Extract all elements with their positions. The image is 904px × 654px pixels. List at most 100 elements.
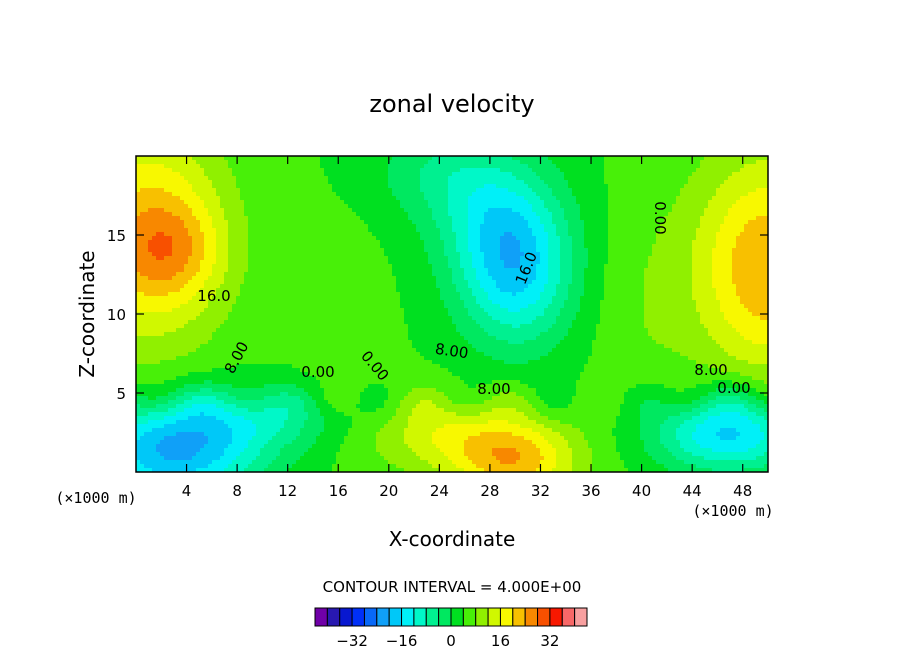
field-cell — [376, 164, 381, 169]
field-cell — [280, 160, 285, 165]
field-cell — [556, 196, 561, 201]
field-cell — [444, 212, 449, 217]
field-cell — [384, 236, 389, 241]
field-cell — [228, 276, 233, 281]
field-cell — [744, 212, 749, 217]
field-cell — [360, 280, 365, 285]
field-cell — [164, 216, 169, 221]
field-cell — [552, 172, 557, 177]
field-cell — [448, 160, 453, 165]
field-cell — [576, 212, 581, 217]
field-cell — [228, 160, 233, 165]
field-cell — [468, 196, 473, 201]
field-cell — [216, 268, 221, 273]
field-cell — [376, 160, 381, 165]
field-cell — [736, 172, 741, 177]
field-cell — [736, 216, 741, 221]
field-cell — [624, 180, 629, 185]
field-cell — [236, 204, 241, 209]
field-cell — [168, 188, 173, 193]
field-cell — [752, 180, 757, 185]
field-cell — [188, 200, 193, 205]
field-cell — [252, 208, 257, 213]
field-cell — [616, 272, 621, 277]
field-cell — [152, 188, 157, 193]
field-cell — [464, 272, 469, 277]
field-cell — [212, 216, 217, 221]
field-cell — [140, 172, 145, 177]
field-cell — [324, 192, 329, 197]
field-cell — [748, 188, 753, 193]
field-cell — [712, 172, 717, 177]
field-cell — [652, 168, 657, 173]
field-cell — [180, 256, 185, 261]
field-cell — [312, 168, 317, 173]
field-cell — [620, 164, 625, 169]
field-cell — [380, 180, 385, 185]
field-cell — [312, 280, 317, 285]
field-cell — [284, 224, 289, 229]
field-cell — [300, 280, 305, 285]
field-cell — [532, 232, 537, 237]
field-cell — [620, 248, 625, 253]
field-cell — [360, 180, 365, 185]
field-cell — [500, 156, 505, 161]
field-cell — [688, 208, 693, 213]
field-cell — [220, 180, 225, 185]
field-cell — [152, 272, 157, 277]
field-cell — [420, 228, 425, 233]
field-cell — [160, 276, 165, 281]
field-cell — [476, 212, 481, 217]
field-cell — [432, 232, 437, 237]
field-cell — [692, 168, 697, 173]
field-cell — [736, 196, 741, 201]
field-cell — [708, 276, 713, 281]
field-cell — [552, 208, 557, 213]
field-cell — [732, 236, 737, 241]
field-cell — [736, 272, 741, 277]
field-cell — [304, 248, 309, 253]
field-cell — [444, 172, 449, 177]
field-cell — [420, 232, 425, 237]
field-cell — [444, 216, 449, 221]
field-cell — [588, 176, 593, 181]
field-cell — [504, 204, 509, 209]
field-cell — [604, 276, 609, 281]
field-cell — [484, 172, 489, 177]
field-cell — [368, 256, 373, 261]
field-cell — [200, 268, 205, 273]
field-cell — [428, 216, 433, 221]
field-cell — [224, 156, 229, 161]
field-cell — [456, 244, 461, 249]
field-cell — [700, 264, 705, 269]
field-cell — [576, 164, 581, 169]
field-cell — [704, 180, 709, 185]
field-cell — [536, 180, 541, 185]
field-cell — [712, 212, 717, 217]
field-cell — [384, 260, 389, 265]
field-cell — [464, 236, 469, 241]
field-cell — [612, 180, 617, 185]
field-cell — [212, 248, 217, 253]
field-cell — [316, 212, 321, 217]
field-cell — [184, 176, 189, 181]
field-cell — [532, 216, 537, 221]
field-cell — [672, 192, 677, 197]
field-cell — [488, 204, 493, 209]
field-cell — [164, 192, 169, 197]
field-cell — [156, 244, 161, 249]
field-cell — [640, 276, 645, 281]
field-cell — [188, 212, 193, 217]
field-cell — [584, 244, 589, 249]
field-cell — [372, 176, 377, 181]
field-cell — [440, 200, 445, 205]
field-cell — [448, 272, 453, 277]
field-cell — [636, 168, 641, 173]
field-cell — [656, 160, 661, 165]
field-cell — [232, 208, 237, 213]
field-cell — [388, 252, 393, 257]
field-cell — [560, 252, 565, 257]
field-cell — [136, 224, 141, 229]
field-cell — [600, 260, 605, 265]
field-cell — [140, 280, 145, 285]
